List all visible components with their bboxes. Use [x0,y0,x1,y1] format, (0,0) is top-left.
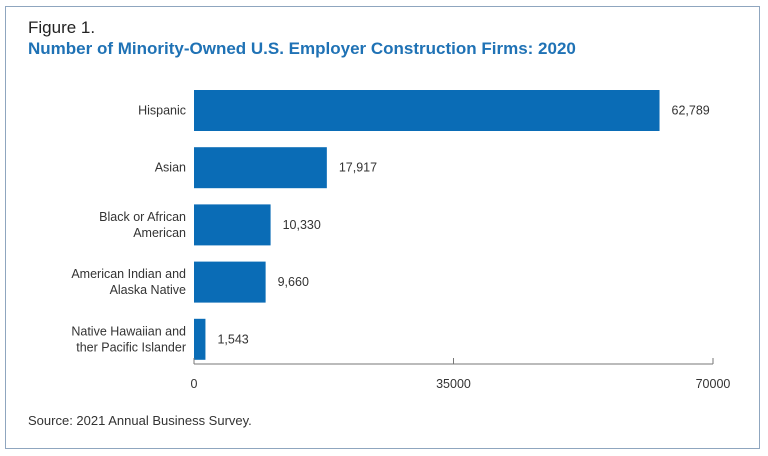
category-label: Hispanic [138,104,186,118]
category-label: ther Pacific Islander [76,340,186,354]
data-label: 1,543 [217,332,248,346]
bar [194,318,206,360]
category-label: Black or African [99,210,186,224]
bar [194,204,271,246]
category-label: American [133,226,186,240]
bar [194,261,266,303]
data-label: 9,660 [278,275,309,289]
x-tick-label: 70000 [696,377,731,391]
category-label: Alaska Native [110,283,186,297]
bar [194,90,660,131]
chart-title: Number of Minority-Owned U.S. Employer C… [28,39,576,58]
data-label: 17,917 [339,161,377,175]
data-label: 62,789 [672,104,710,118]
bar [194,147,327,189]
x-tick-label: 0 [191,377,198,391]
category-label: American Indian and [71,267,186,281]
figure-frame [5,6,760,449]
category-label: Asian [155,161,186,175]
figure-label: Figure 1. [28,18,96,37]
data-label: 10,330 [283,218,321,232]
source-note: Source: 2021 Annual Business Survey. [28,413,252,428]
x-tick-label: 35000 [436,377,471,391]
category-label: Native Hawaiian and [71,324,186,338]
